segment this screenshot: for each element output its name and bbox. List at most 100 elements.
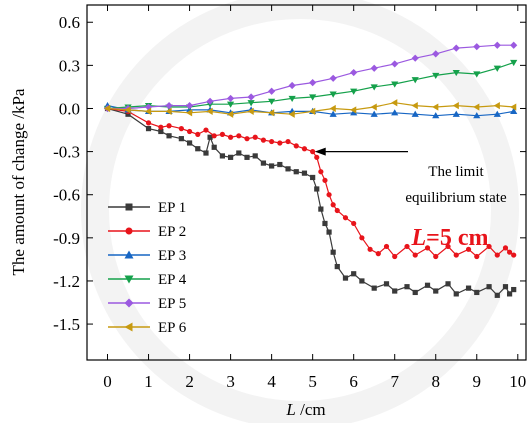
x-axis-unit: /cm — [296, 400, 326, 419]
data-point — [330, 249, 336, 255]
data-point — [350, 88, 358, 95]
data-point — [165, 107, 172, 115]
data-point — [247, 93, 255, 101]
legend-item: EP 1 — [108, 200, 186, 216]
data-point — [165, 102, 173, 110]
data-point — [195, 131, 201, 137]
data-point — [247, 100, 255, 107]
data-point — [367, 246, 373, 252]
data-point — [506, 291, 513, 297]
data-point — [350, 106, 357, 114]
x-tick-label: 8 — [431, 372, 440, 391]
data-point — [185, 109, 193, 117]
y-tick-label: 0.3 — [59, 56, 80, 75]
annotation-arrowhead — [314, 147, 326, 156]
x-tick-label: 0 — [103, 372, 112, 391]
data-point — [502, 245, 509, 251]
data-point — [411, 110, 419, 117]
data-point — [412, 289, 418, 296]
annotation: The limit equilibrium state — [314, 147, 507, 206]
data-point — [511, 252, 517, 258]
annotation-line-1: The limit — [428, 164, 484, 180]
data-point — [293, 143, 299, 149]
data-point — [474, 289, 480, 296]
data-point — [145, 126, 152, 132]
data-point — [288, 110, 295, 118]
data-point — [226, 101, 235, 108]
data-point — [391, 60, 399, 68]
data-point — [452, 44, 460, 52]
data-point — [219, 153, 225, 159]
data-point — [351, 220, 357, 227]
legend-swatch-marker — [124, 275, 134, 284]
data-point — [125, 111, 131, 117]
data-point — [445, 281, 451, 287]
data-point — [277, 140, 283, 146]
data-point — [301, 170, 308, 176]
data-point — [314, 186, 320, 192]
data-point — [330, 202, 336, 208]
data-point — [432, 50, 440, 58]
data-point — [493, 65, 501, 72]
data-point — [211, 144, 217, 150]
legend-swatch-marker — [124, 322, 133, 332]
x-tick-label: 6 — [349, 372, 358, 391]
data-point — [391, 81, 399, 88]
data-point — [166, 123, 172, 129]
data-point — [329, 104, 336, 113]
data-point — [293, 169, 299, 175]
data-point — [453, 291, 459, 297]
data-point — [309, 94, 317, 101]
data-point — [493, 102, 500, 110]
x-tick-label: 10 — [509, 372, 526, 391]
data-point — [424, 282, 431, 288]
data-point — [391, 109, 399, 116]
watermark — [81, 0, 519, 423]
data-point — [186, 128, 193, 135]
data-point — [195, 146, 201, 152]
data-point — [383, 281, 390, 287]
data-point — [342, 215, 349, 221]
data-point — [203, 150, 209, 156]
x-tick-label: 1 — [144, 372, 153, 391]
x-tick-label: 9 — [473, 372, 482, 391]
data-point — [493, 41, 501, 49]
data-point — [322, 177, 328, 183]
data-point — [268, 87, 276, 95]
x-tick-label: 4 — [267, 372, 276, 391]
data-point — [510, 103, 517, 111]
data-point — [226, 94, 235, 103]
data-point — [236, 133, 242, 139]
legend-label: EP 4 — [158, 272, 187, 288]
series-6 — [103, 99, 517, 118]
data-point — [404, 284, 410, 290]
data-point — [510, 59, 518, 67]
data-point — [404, 243, 410, 250]
data-point — [445, 243, 451, 250]
legend-item: EP 4 — [108, 272, 187, 288]
data-point — [424, 245, 431, 251]
data-point — [412, 252, 418, 258]
legend-swatch-marker — [124, 250, 134, 259]
data-point — [350, 68, 358, 77]
y-tick-label: -1.5 — [53, 315, 80, 334]
data-point — [158, 124, 164, 130]
data-point — [383, 243, 390, 250]
data-point — [318, 206, 324, 212]
y-tick-label: -0.9 — [53, 229, 80, 248]
data-point — [453, 252, 459, 258]
data-point — [158, 128, 164, 135]
data-point — [269, 138, 275, 145]
data-point — [351, 271, 357, 277]
data-point — [452, 102, 459, 110]
data-point — [494, 292, 500, 298]
data-point — [166, 133, 172, 139]
legend-label: EP 2 — [158, 224, 186, 240]
data-point — [326, 229, 332, 235]
data-point — [103, 104, 111, 113]
y-tick-label: -0.3 — [53, 143, 80, 162]
data-point — [219, 131, 225, 137]
data-point — [510, 107, 518, 114]
data-point — [227, 154, 234, 160]
data-point — [145, 120, 152, 126]
